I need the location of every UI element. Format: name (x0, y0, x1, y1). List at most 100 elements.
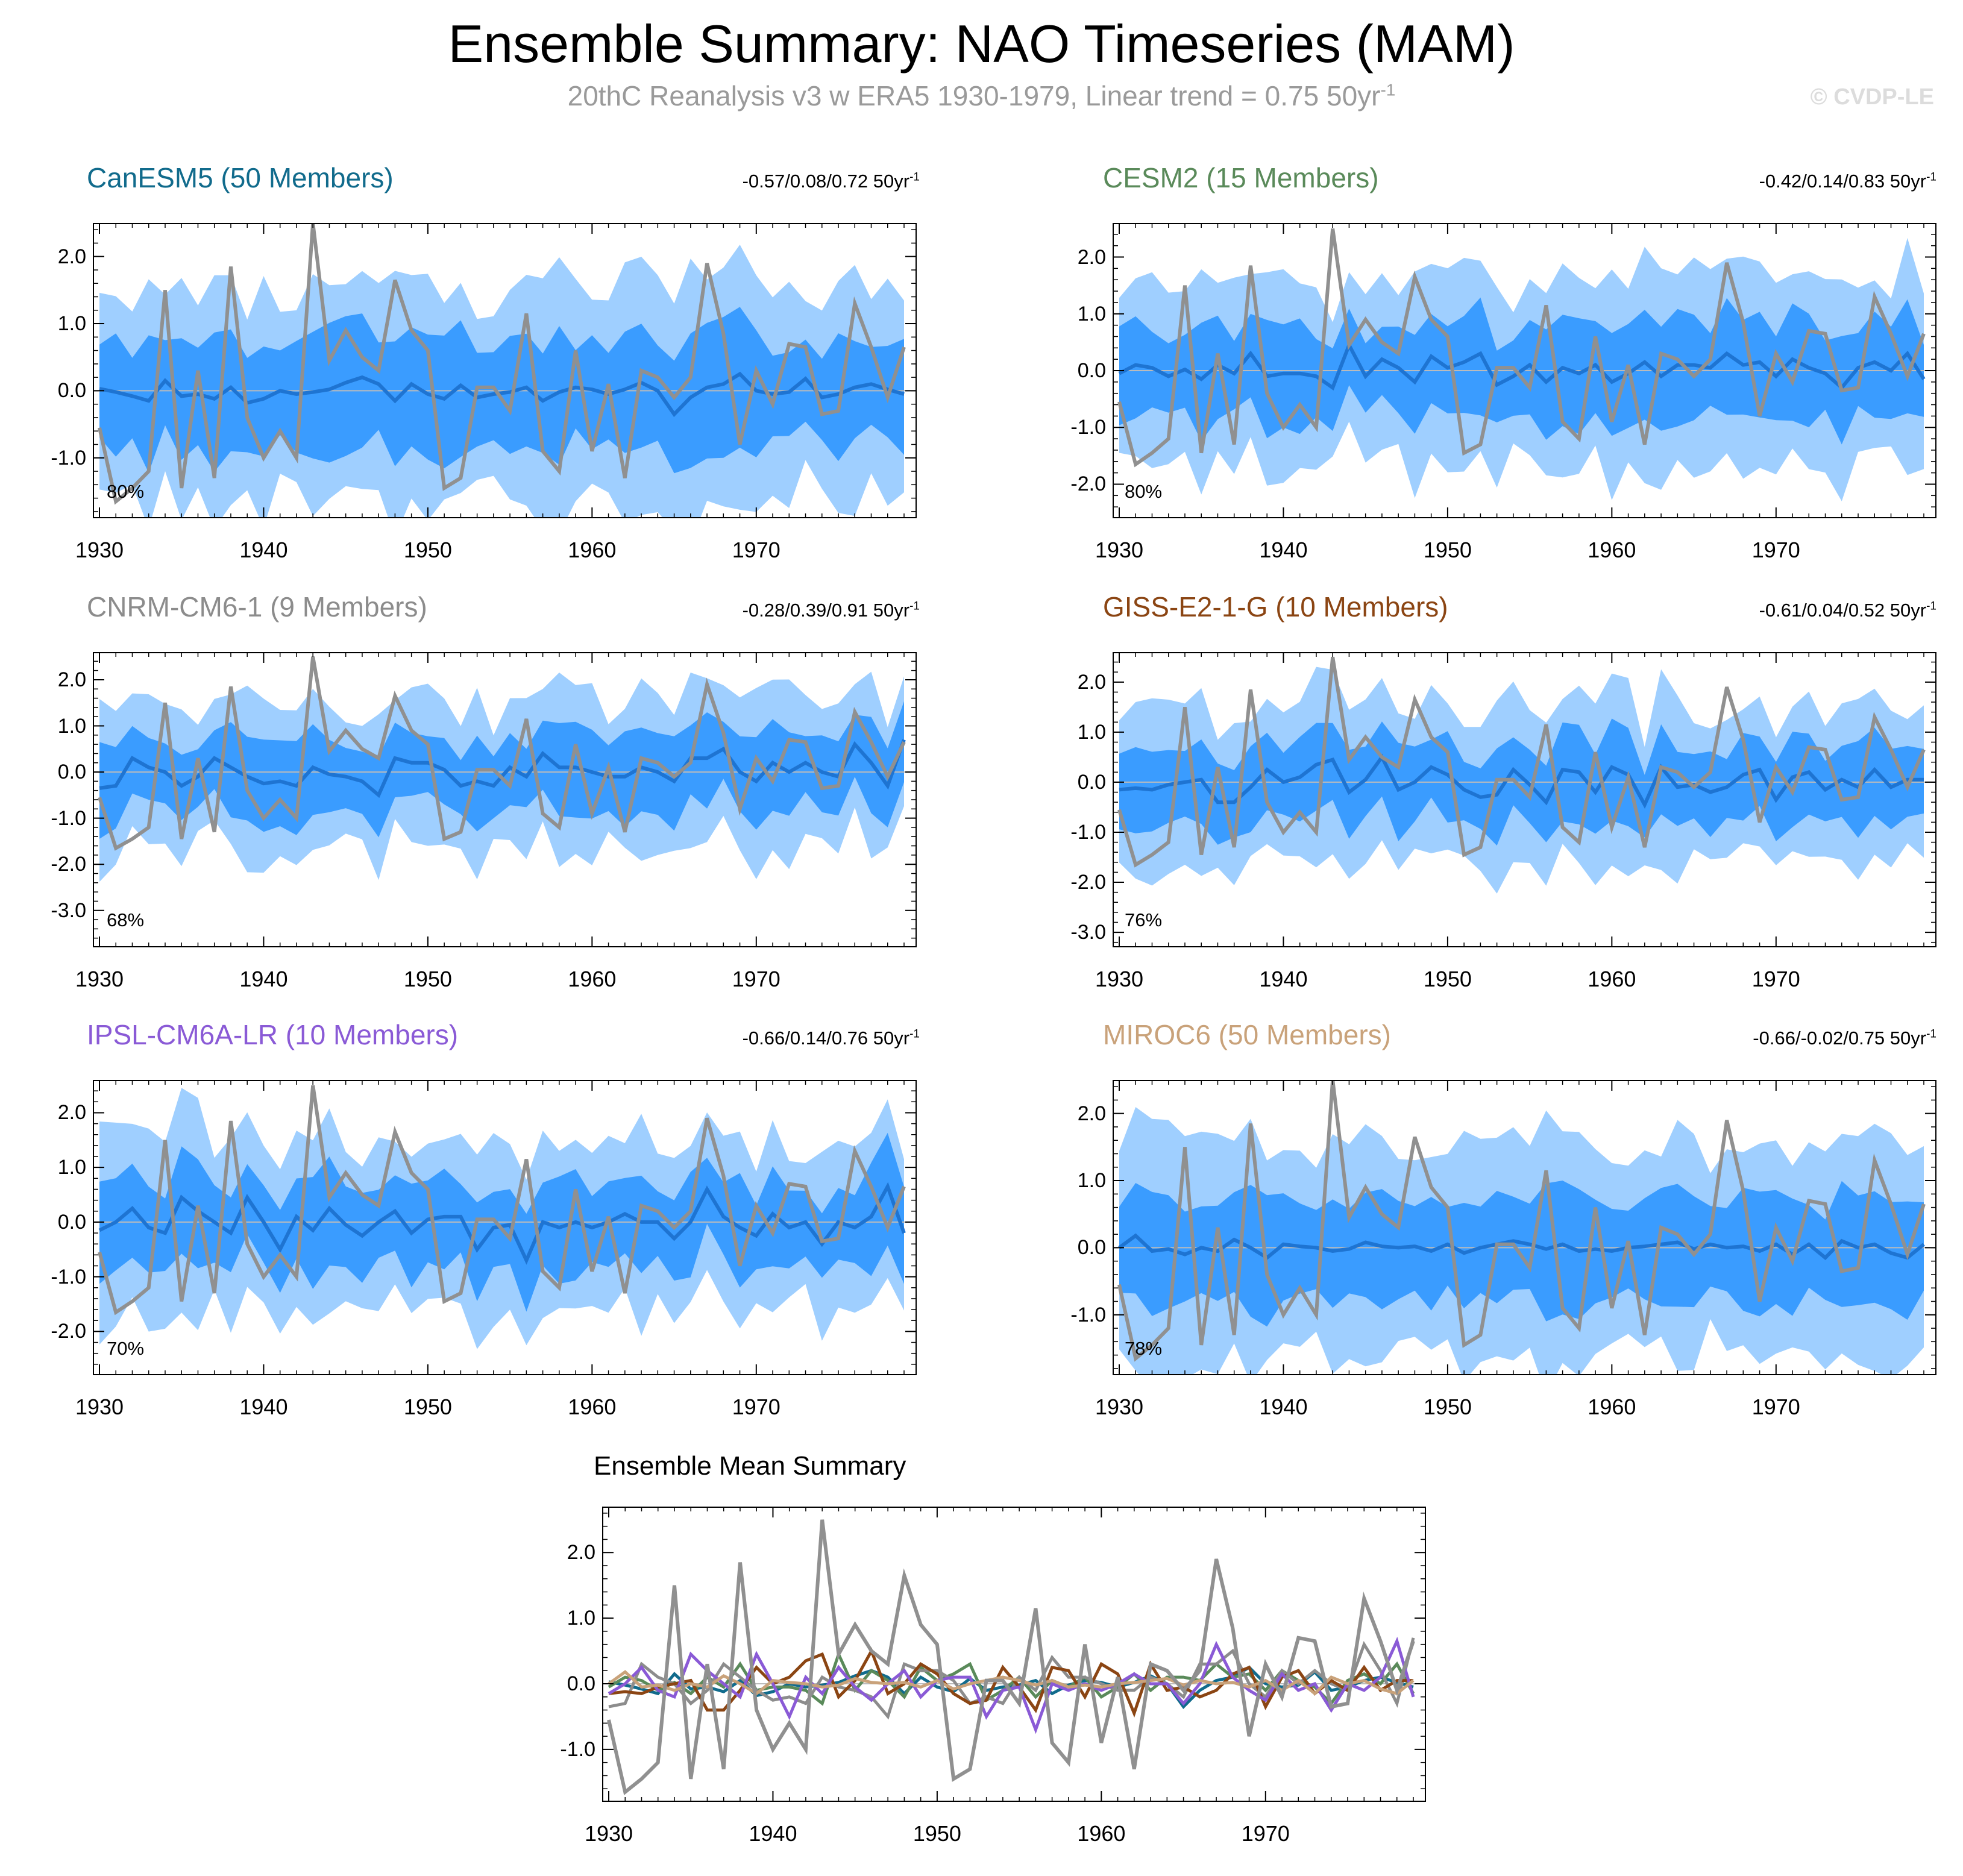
y-tick-label: 1.0 (1077, 1169, 1106, 1193)
subtitle-superscript: -1 (1380, 80, 1396, 99)
trend-range-sup: -1 (1926, 600, 1936, 613)
series-line-ipsl-cm6a-lr (608, 1637, 1415, 1734)
x-tick-label: 1950 (403, 967, 452, 991)
x-tick-label: 1930 (1095, 967, 1144, 991)
x-tick-label: 1970 (1751, 538, 1800, 562)
percent-label: 78% (1125, 1338, 1163, 1359)
y-tick-label: 0.0 (57, 379, 86, 403)
x-tick-label: 1970 (1751, 967, 1800, 991)
panel-title: CanESM5 (50 Members) (87, 162, 394, 193)
inner-spread-band (99, 701, 904, 839)
chart-miroc6 (1113, 1080, 1936, 1375)
subtitle-text: 20thC Reanalysis v3 w ERA5 1930-1979, Li… (567, 80, 1381, 111)
panel-trend-range: -0.61/0.04/0.52 50yr-1 (1759, 600, 1936, 621)
plot-frame (1113, 652, 1936, 947)
chart-cesm2 (1113, 223, 1936, 518)
percent-label: 80% (107, 481, 145, 502)
y-tick-label: 0.0 (57, 1210, 86, 1234)
y-tick-label: 0.0 (1077, 770, 1106, 794)
y-tick-label: 2.0 (57, 1101, 86, 1125)
x-tick-label: 1930 (584, 1821, 633, 1846)
y-tick-label: 2.0 (57, 668, 86, 691)
observed-line (1117, 1080, 1926, 1362)
y-tick-label: -2.0 (1070, 871, 1106, 894)
summary-title: Ensemble Mean Summary (594, 1451, 906, 1481)
y-tick-label: 0.0 (567, 1672, 595, 1695)
x-tick-label: 1950 (403, 1394, 452, 1419)
panel-trend-range: -0.42/0.14/0.83 50yr-1 (1759, 171, 1936, 192)
y-tick-label: 1.0 (1077, 720, 1106, 744)
y-tick-label: 1.0 (57, 1156, 86, 1179)
panel-trend-range: -0.66/-0.02/0.75 50yr-1 (1753, 1027, 1936, 1049)
x-tick-label: 1960 (1588, 1394, 1636, 1419)
x-tick-label: 1950 (1423, 538, 1472, 562)
watermark: © CVDP-LE (1810, 84, 1934, 110)
x-tick-label: 1970 (1751, 1394, 1800, 1419)
percent-label: 68% (107, 909, 145, 930)
y-tick-label: 1.0 (567, 1607, 595, 1630)
x-tick-label: 1960 (1077, 1821, 1126, 1846)
panel-title: MIROC6 (50 Members) (1103, 1019, 1391, 1050)
x-tick-label: 1970 (732, 1394, 780, 1419)
y-tick-label: -1.0 (51, 446, 86, 469)
ensemble-mean-line (1118, 340, 1926, 391)
panel-title: GISS-E2-1-G (10 Members) (1103, 591, 1448, 623)
observed-line (1117, 656, 1926, 868)
y-tick-label: 0.0 (57, 761, 86, 784)
y-tick-label: 2.0 (1077, 1102, 1106, 1125)
y-tick-label: 2.0 (1077, 245, 1106, 269)
x-tick-label: 1960 (568, 538, 617, 562)
trend-range-text: -0.61/0.04/0.52 50yr (1759, 600, 1927, 621)
plot-frame (602, 1507, 1426, 1802)
panel-title: CESM2 (15 Members) (1103, 162, 1379, 193)
x-tick-label: 1940 (239, 538, 288, 562)
observed-line (98, 656, 906, 851)
x-tick-label: 1950 (1423, 967, 1472, 991)
x-tick-label: 1930 (1095, 1394, 1144, 1419)
x-tick-label: 1970 (732, 538, 780, 562)
y-tick-label: -2.0 (51, 853, 86, 876)
x-tick-label: 1940 (749, 1821, 797, 1846)
ensemble-mean-line (99, 371, 905, 418)
x-tick-label: 1960 (568, 967, 617, 991)
percent-label: 80% (1125, 481, 1163, 502)
x-tick-label: 1950 (403, 538, 452, 562)
trend-range-text: -0.66/0.14/0.76 50yr (742, 1027, 910, 1049)
chart-canesm5 (93, 223, 917, 518)
x-tick-label: 1930 (75, 538, 124, 562)
plot-frame (93, 223, 917, 518)
y-tick-label: -3.0 (51, 899, 86, 922)
x-tick-label: 1970 (1241, 1821, 1290, 1846)
y-tick-label: -1.0 (560, 1737, 595, 1761)
panel-trend-range: -0.57/0.08/0.72 50yr-1 (743, 171, 920, 192)
x-tick-label: 1960 (1588, 538, 1636, 562)
trend-range-sup: -1 (1926, 1027, 1936, 1041)
x-tick-label: 1930 (75, 967, 124, 991)
plot-frame (93, 1080, 917, 1375)
panel-trend-range: -0.28/0.39/0.91 50yr-1 (743, 600, 920, 621)
x-tick-label: 1950 (912, 1821, 961, 1846)
y-tick-label: 1.0 (1077, 302, 1106, 325)
trend-range-text: -0.66/-0.02/0.75 50yr (1753, 1027, 1927, 1049)
subtitle: 20thC Reanalysis v3 w ERA5 1930-1979, Li… (0, 80, 1963, 112)
y-tick-label: -1.0 (1070, 416, 1106, 439)
y-tick-label: -2.0 (1070, 472, 1106, 496)
y-tick-label: -1.0 (51, 1265, 86, 1288)
y-tick-label: 2.0 (57, 245, 86, 268)
trend-range-sup: -1 (909, 600, 920, 613)
x-tick-label: 1970 (732, 967, 780, 991)
x-tick-label: 1930 (75, 1394, 124, 1419)
y-tick-label: -3.0 (1070, 921, 1106, 944)
x-tick-label: 1940 (239, 1394, 288, 1419)
trend-range-sup: -1 (909, 171, 920, 184)
main-title: Ensemble Summary: NAO Timeseries (MAM) (448, 14, 1515, 74)
plot-frame (1113, 1080, 1936, 1375)
ensemble-mean-line (1119, 753, 1924, 809)
x-tick-label: 1940 (1259, 538, 1308, 562)
y-tick-label: 1.0 (57, 312, 86, 336)
y-tick-label: 2.0 (1077, 670, 1106, 694)
y-tick-label: -1.0 (1070, 1303, 1106, 1326)
panel-trend-range: -0.66/0.14/0.76 50yr-1 (743, 1027, 920, 1049)
y-tick-label: 2.0 (567, 1541, 595, 1564)
x-tick-label: 1960 (1588, 967, 1636, 991)
